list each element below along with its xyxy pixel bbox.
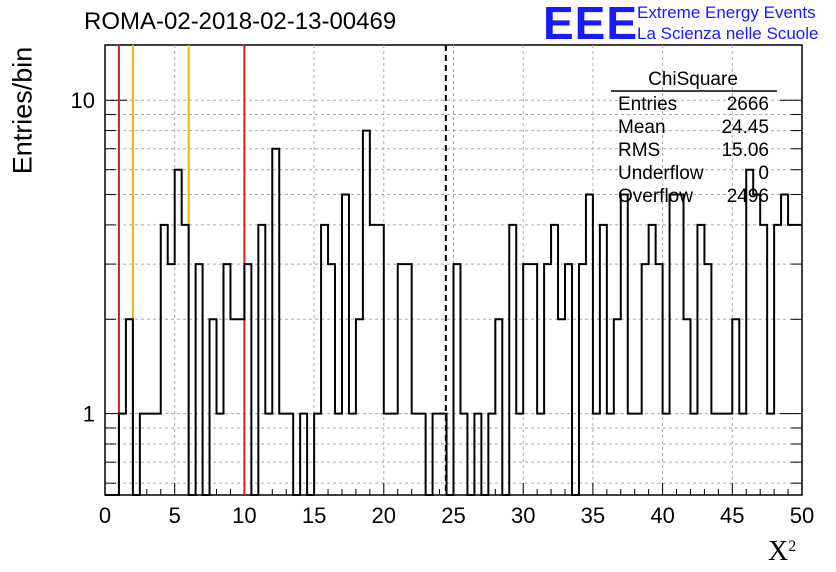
stats-value: 2666	[727, 94, 769, 115]
x-tick-label: 5	[169, 503, 181, 528]
x-tick-label: 0	[99, 503, 111, 528]
eee-logo: EEE	[543, 0, 639, 49]
x-axis-label-exponent: 2	[788, 538, 797, 555]
x-tick-label: 50	[790, 503, 814, 528]
logo-caption-line1: Extreme Energy Events	[637, 3, 816, 22]
stats-label: Overflow	[618, 186, 693, 207]
stats-value: 24.45	[721, 117, 769, 138]
x-axis-label-symbol: X	[768, 536, 789, 567]
y-axis-label: Entries/bin	[7, 46, 38, 175]
stats-box: ChiSquare Entries 2666 Mean 24.45 RMS 15.06 Und…	[611, 69, 777, 207]
x-axis-label: X2	[768, 536, 796, 568]
stats-label: Entries	[618, 94, 677, 115]
stats-title: ChiSquare	[648, 69, 738, 90]
stats-label: Underflow	[618, 163, 704, 184]
x-tick-label: 15	[302, 503, 326, 528]
x-tick-label: 10	[232, 503, 256, 528]
y-tick-label: 1	[83, 402, 95, 427]
stats-value: 2496	[727, 186, 769, 207]
x-tick-label: 30	[511, 503, 535, 528]
tick-labels: 0 5 10 15 20 25 30 35 40 45 50 1 10	[71, 88, 815, 528]
x-tick-label: 45	[720, 503, 744, 528]
run-title: ROMA-02-2018-02-13-00469	[84, 8, 397, 35]
y-tick-label: 10	[71, 88, 95, 113]
x-tick-label: 25	[441, 503, 465, 528]
x-tick-label: 35	[581, 503, 605, 528]
stats-label: RMS	[618, 140, 660, 161]
stats-value: 15.06	[721, 140, 769, 161]
stats-label: Mean	[618, 117, 666, 138]
stats-value: 0	[758, 163, 769, 184]
x-tick-label: 20	[372, 503, 396, 528]
x-tick-label: 40	[650, 503, 674, 528]
logo-caption-line2: La Scienza nelle Scuole	[637, 24, 819, 43]
histogram-series	[105, 129, 802, 496]
